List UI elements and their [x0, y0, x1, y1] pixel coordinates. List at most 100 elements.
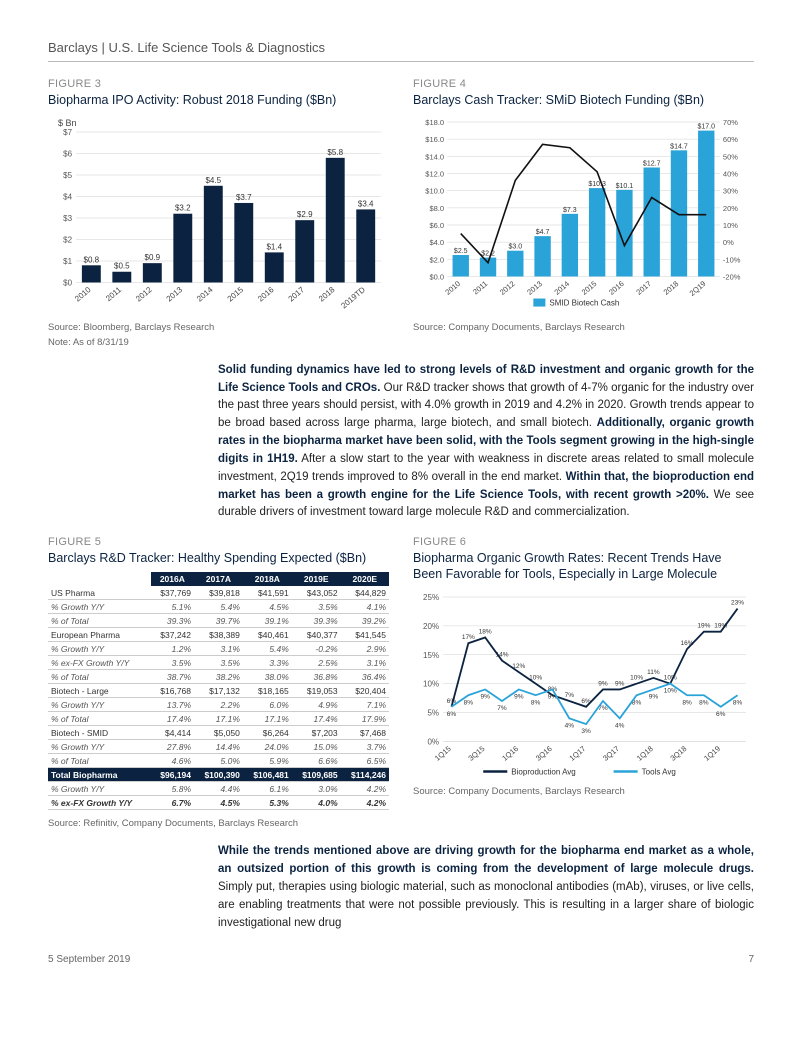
svg-text:$10.0: $10.0 — [425, 187, 444, 196]
svg-text:1Q16: 1Q16 — [500, 744, 520, 763]
svg-text:2018: 2018 — [662, 279, 681, 297]
svg-text:$17.0: $17.0 — [697, 124, 715, 131]
svg-text:$12.0: $12.0 — [425, 170, 444, 179]
fig4-label: FIGURE 4 — [413, 78, 754, 90]
svg-text:1Q15: 1Q15 — [433, 744, 453, 763]
svg-text:SMID Biotech Cash: SMID Biotech Cash — [549, 299, 619, 308]
svg-text:18%: 18% — [479, 628, 492, 635]
svg-text:2010: 2010 — [73, 285, 93, 304]
svg-text:2016: 2016 — [607, 279, 626, 297]
svg-text:0%: 0% — [427, 737, 439, 746]
svg-text:$ Bn: $ Bn — [58, 118, 77, 128]
footer-page: 7 — [748, 954, 754, 965]
svg-text:3Q16: 3Q16 — [534, 744, 554, 763]
svg-text:$3: $3 — [63, 214, 72, 223]
svg-text:3%: 3% — [581, 728, 591, 735]
svg-text:$6: $6 — [63, 150, 72, 159]
svg-text:$8.0: $8.0 — [429, 204, 444, 213]
svg-text:$2.0: $2.0 — [429, 256, 444, 265]
svg-text:2019TD: 2019TD — [339, 285, 367, 310]
svg-text:$4.0: $4.0 — [429, 238, 444, 247]
svg-text:5%: 5% — [427, 708, 439, 717]
svg-text:1Q18: 1Q18 — [635, 744, 655, 763]
svg-text:4%: 4% — [615, 722, 625, 729]
svg-text:50%: 50% — [723, 153, 738, 162]
svg-text:6%: 6% — [447, 710, 457, 717]
svg-text:19%: 19% — [697, 622, 710, 629]
svg-text:17%: 17% — [462, 634, 475, 641]
svg-text:9%: 9% — [615, 680, 625, 687]
svg-text:2Q19: 2Q19 — [688, 279, 708, 298]
fig3-label: FIGURE 3 — [48, 78, 389, 90]
fig4-source: Source: Company Documents, Barclays Rese… — [413, 322, 754, 333]
svg-text:8%: 8% — [733, 699, 743, 706]
svg-text:9%: 9% — [598, 680, 608, 687]
svg-text:7%: 7% — [497, 705, 507, 712]
svg-text:2013: 2013 — [165, 285, 185, 304]
svg-text:$3.4: $3.4 — [358, 200, 374, 209]
svg-text:20%: 20% — [423, 622, 439, 631]
svg-text:2017: 2017 — [287, 285, 307, 304]
fig4-title: Barclays Cash Tracker: SMiD Biotech Fund… — [413, 92, 754, 108]
svg-text:30%: 30% — [723, 187, 738, 196]
svg-text:-20%: -20% — [723, 273, 741, 282]
fig5-title: Barclays R&D Tracker: Healthy Spending E… — [48, 550, 389, 566]
svg-text:$7.3: $7.3 — [563, 207, 577, 214]
fig6-source: Source: Company Documents, Barclays Rese… — [413, 786, 754, 797]
svg-text:9%: 9% — [514, 693, 524, 700]
svg-text:1Q19: 1Q19 — [702, 744, 722, 763]
svg-text:2015: 2015 — [580, 279, 599, 297]
svg-text:$18.0: $18.0 — [425, 118, 444, 127]
svg-text:0%: 0% — [723, 238, 734, 247]
fig3-source: Source: Bloomberg, Barclays Research — [48, 322, 389, 333]
svg-text:2013: 2013 — [525, 279, 544, 297]
svg-text:$0.8: $0.8 — [84, 256, 100, 265]
svg-text:$7: $7 — [63, 128, 72, 137]
svg-text:$1: $1 — [63, 257, 72, 266]
page-header: Barclays | U.S. Life Science Tools & Dia… — [48, 40, 754, 55]
svg-text:10%: 10% — [664, 687, 677, 694]
svg-text:2011: 2011 — [104, 285, 123, 303]
svg-text:2012: 2012 — [134, 285, 154, 304]
svg-text:2012: 2012 — [498, 279, 517, 297]
svg-text:$5.8: $5.8 — [327, 148, 343, 157]
svg-text:2018: 2018 — [317, 285, 337, 304]
figure-6: FIGURE 6 Biopharma Organic Growth Rates:… — [413, 536, 754, 829]
svg-text:$2: $2 — [63, 236, 72, 245]
figure-4: FIGURE 4 Barclays Cash Tracker: SMiD Bio… — [413, 78, 754, 348]
svg-text:Bioproduction Avg: Bioproduction Avg — [511, 767, 575, 776]
fig3-note: Note: As of 8/31/19 — [48, 337, 389, 348]
svg-text:10%: 10% — [630, 674, 643, 681]
svg-text:1Q17: 1Q17 — [568, 744, 588, 763]
fig6-chart: 0%5%10%15%20%25%1Q153Q151Q163Q161Q173Q17… — [413, 589, 754, 780]
svg-text:$6.0: $6.0 — [429, 221, 444, 230]
svg-text:70%: 70% — [723, 118, 738, 127]
svg-text:$0.0: $0.0 — [429, 273, 444, 282]
svg-text:$1.4: $1.4 — [266, 243, 282, 252]
svg-text:6%: 6% — [716, 710, 726, 717]
svg-text:4%: 4% — [565, 722, 575, 729]
fig5-label: FIGURE 5 — [48, 536, 389, 548]
svg-text:$3.7: $3.7 — [236, 193, 252, 202]
svg-text:8%: 8% — [682, 699, 692, 706]
svg-text:$14.0: $14.0 — [425, 153, 444, 162]
svg-text:3Q17: 3Q17 — [601, 744, 621, 763]
svg-text:$2.5: $2.5 — [454, 248, 468, 255]
svg-text:7%: 7% — [565, 692, 575, 699]
svg-text:23%: 23% — [731, 599, 744, 606]
svg-text:3Q18: 3Q18 — [668, 744, 688, 763]
svg-text:$4: $4 — [63, 193, 72, 202]
svg-text:40%: 40% — [723, 170, 738, 179]
svg-text:3Q15: 3Q15 — [467, 744, 487, 763]
fig3-chart: $ Bn$0$1$2$3$4$5$6$7$0.82010$0.52011$0.9… — [48, 114, 389, 315]
svg-text:$2.9: $2.9 — [297, 210, 313, 219]
svg-text:2016: 2016 — [256, 285, 276, 304]
fig6-title: Biopharma Organic Growth Rates: Recent T… — [413, 550, 754, 583]
svg-text:$16.0: $16.0 — [425, 135, 444, 144]
svg-text:2015: 2015 — [226, 285, 246, 304]
fig4-chart: $0.0 $2.0 $4.0 $6.0 $8.0 $10.0 $12.0 $14.0 $16.0… — [413, 114, 754, 315]
fig5-source: Source: Refinitiv, Company Documents, Ba… — [48, 818, 389, 829]
fig6-label: FIGURE 6 — [413, 536, 754, 548]
svg-text:$0.5: $0.5 — [114, 262, 130, 271]
header-rule — [48, 61, 754, 62]
